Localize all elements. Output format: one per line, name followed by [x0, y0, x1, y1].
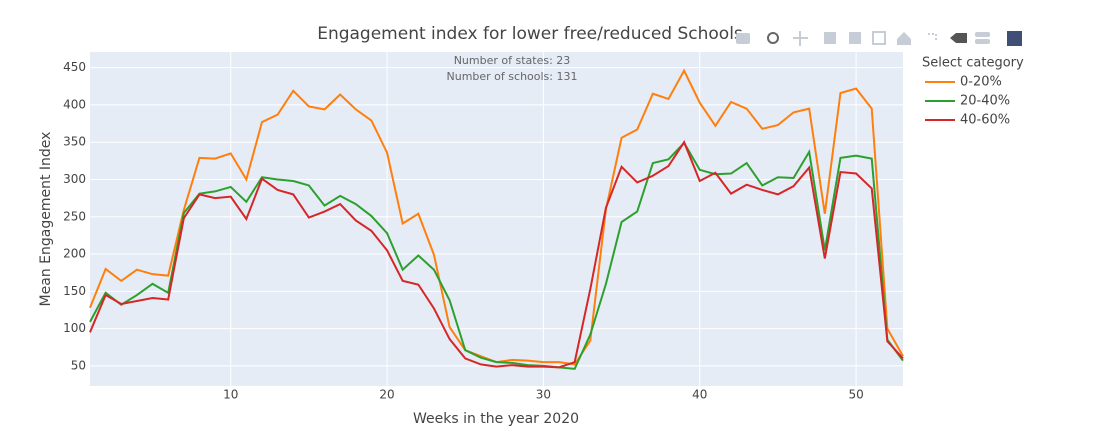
zoom-icon[interactable] [767, 32, 779, 44]
toolbar[interactable] [736, 31, 1022, 46]
y-tick-label: 350 [63, 135, 86, 149]
camera-icon[interactable] [736, 33, 750, 44]
zoom-in-icon[interactable] [824, 32, 836, 44]
x-tick-label: 40 [692, 388, 707, 402]
hover-compare-icon[interactable] [975, 39, 990, 44]
series-line [89, 140, 904, 369]
zoom-out-icon[interactable] [849, 32, 861, 44]
annotation: Number of schools: 131 [447, 70, 578, 83]
hover-compare-icon[interactable] [975, 32, 990, 37]
plot-area [90, 52, 903, 386]
legend-label: 40-60% [960, 113, 1010, 128]
x-axis-label: Weeks in the year 2020 [413, 411, 579, 427]
y-tick-label: 300 [63, 172, 86, 186]
x-tick-label: 30 [536, 388, 551, 402]
grid [90, 52, 903, 386]
annotation: Number of states: 23 [454, 54, 571, 67]
chart-title: Engagement index for lower free/reduced … [317, 24, 743, 44]
y-tick-label: 100 [63, 321, 86, 335]
series-line [89, 141, 904, 370]
pan-icon[interactable] [793, 31, 808, 46]
spike-icon[interactable] [928, 33, 937, 42]
x-tick-label: 10 [223, 388, 238, 402]
plotly-logo[interactable] [1007, 31, 1022, 46]
x-tick-label: 20 [379, 388, 394, 402]
hover-closest-icon[interactable] [950, 33, 967, 43]
marks [89, 68, 904, 370]
legend-label: 0-20% [960, 75, 1002, 90]
y-tick-label: 150 [63, 284, 86, 298]
autoscale-icon[interactable] [872, 31, 886, 45]
x-tick-label: 50 [848, 388, 863, 402]
y-tick-label: 400 [63, 97, 86, 111]
y-axis-label: Mean Engagement Index [38, 132, 54, 307]
legend-title: Select category [922, 56, 1024, 71]
y-tick-label: 250 [63, 209, 86, 223]
y-tick-label: 200 [63, 247, 86, 261]
y-tick-label: 450 [63, 60, 86, 74]
y-tick-label: 50 [71, 358, 86, 372]
reset-icon[interactable] [897, 32, 911, 45]
legend-label: 20-40% [960, 94, 1010, 109]
